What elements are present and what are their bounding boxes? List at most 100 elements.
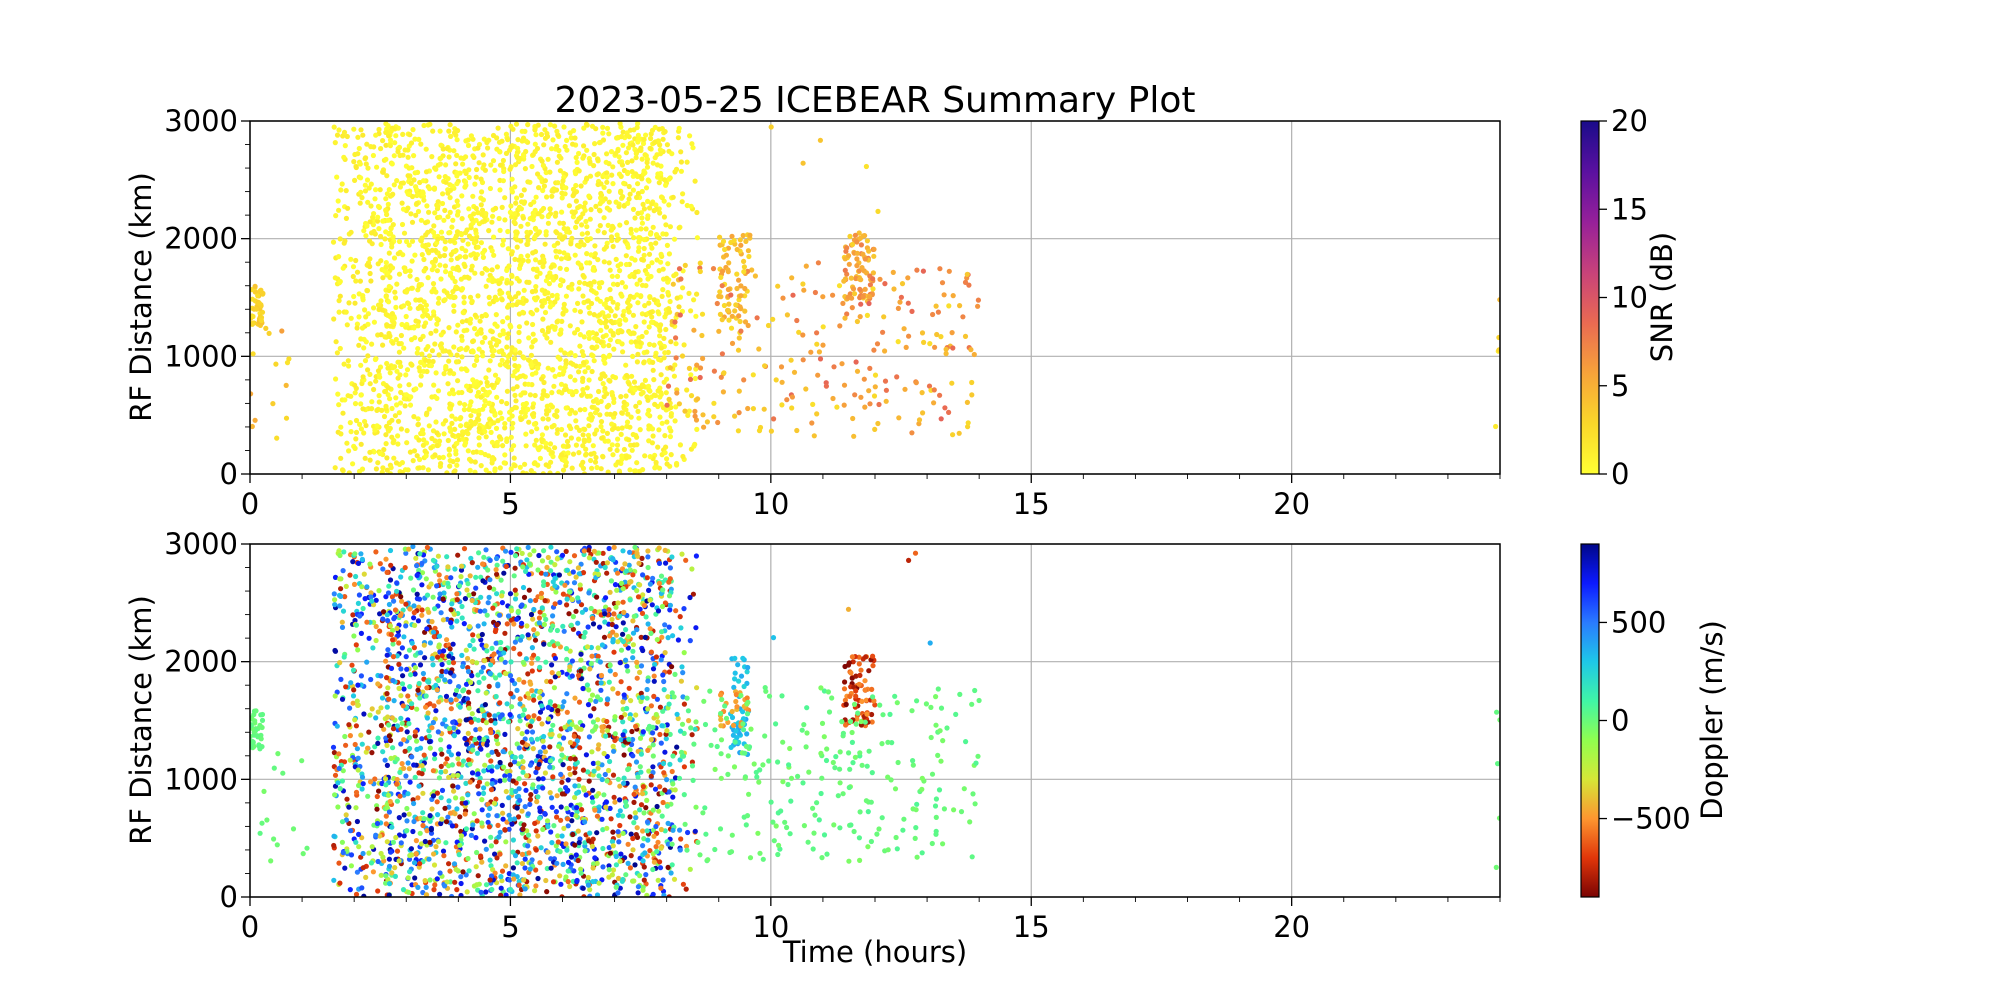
data-point — [368, 144, 374, 150]
data-point — [667, 761, 673, 767]
data-point — [365, 321, 371, 327]
data-point — [644, 164, 651, 170]
data-point — [563, 548, 569, 555]
data-point — [486, 453, 492, 459]
data-point — [729, 233, 735, 239]
data-point — [612, 411, 618, 417]
data-point — [435, 162, 441, 168]
data-point — [339, 619, 345, 625]
data-point — [499, 276, 505, 282]
data-point — [848, 275, 854, 281]
data-point — [353, 573, 359, 580]
data-point — [871, 246, 877, 252]
data-point — [524, 773, 530, 779]
data-point — [437, 591, 443, 597]
data-point — [379, 695, 386, 701]
data-point — [700, 355, 706, 362]
data-point — [361, 430, 367, 436]
data-point — [437, 155, 443, 162]
data-point — [536, 615, 543, 621]
data-point — [399, 469, 405, 474]
data-point — [407, 305, 413, 311]
data-point — [394, 368, 400, 374]
data-point — [577, 309, 584, 315]
data-point — [366, 729, 372, 735]
data-point — [549, 450, 555, 456]
data-point — [489, 886, 495, 893]
data-point — [409, 704, 415, 711]
data-point — [465, 655, 471, 662]
data-point — [452, 248, 458, 255]
data-point — [491, 586, 497, 592]
data-point — [606, 131, 612, 137]
data-point — [864, 238, 871, 244]
data-point — [650, 160, 656, 166]
data-point — [663, 444, 669, 450]
data-point — [392, 140, 398, 146]
data-point — [457, 400, 463, 406]
data-point — [658, 372, 664, 378]
data-point — [417, 368, 423, 374]
data-point — [871, 347, 877, 353]
data-point — [482, 838, 488, 844]
data-point — [376, 126, 382, 133]
data-point — [515, 145, 521, 151]
data-point — [431, 382, 437, 388]
data-point — [533, 867, 539, 873]
data-point — [590, 760, 597, 767]
data-point — [633, 759, 640, 765]
data-point — [590, 267, 596, 273]
data-point — [345, 205, 351, 211]
data-point — [576, 279, 583, 286]
data-point — [509, 189, 515, 195]
data-point — [421, 323, 427, 329]
data-point — [649, 426, 656, 432]
data-point — [400, 131, 406, 137]
data-point — [462, 811, 468, 817]
data-point — [442, 246, 448, 252]
data-point — [357, 613, 363, 619]
data-point — [549, 670, 555, 676]
data-point — [362, 182, 368, 188]
data-point — [407, 779, 413, 785]
data-point — [405, 147, 411, 153]
data-point — [513, 162, 519, 168]
data-point — [597, 624, 603, 630]
data-point — [401, 634, 407, 640]
data-point — [554, 292, 560, 298]
data-point — [604, 404, 610, 410]
data-point — [665, 289, 671, 296]
data-point — [624, 705, 630, 712]
data-point — [390, 222, 396, 228]
data-point — [637, 339, 643, 345]
data-point — [658, 170, 664, 177]
data-point — [607, 411, 613, 417]
data-point — [519, 808, 525, 814]
data-point — [446, 349, 452, 355]
data-point — [526, 335, 532, 341]
data-point — [347, 887, 353, 893]
data-point — [426, 423, 432, 429]
data-point — [378, 872, 384, 878]
data-point — [395, 251, 401, 257]
data-point — [741, 269, 747, 275]
data-point — [532, 225, 539, 231]
data-point — [847, 233, 853, 239]
data-point — [436, 775, 442, 781]
data-point — [503, 131, 509, 137]
data-point — [414, 276, 420, 283]
data-point — [599, 435, 605, 441]
data-point — [625, 159, 631, 165]
data-point — [467, 761, 473, 767]
data-point — [410, 127, 416, 133]
data-point — [524, 320, 530, 326]
data-point — [418, 237, 424, 243]
data-point — [384, 612, 390, 618]
data-point — [852, 232, 859, 238]
data-point — [250, 287, 255, 293]
data-point — [373, 715, 379, 721]
data-point — [537, 455, 544, 461]
data-point — [352, 401, 359, 407]
data-point — [500, 810, 506, 816]
data-point — [400, 887, 407, 893]
